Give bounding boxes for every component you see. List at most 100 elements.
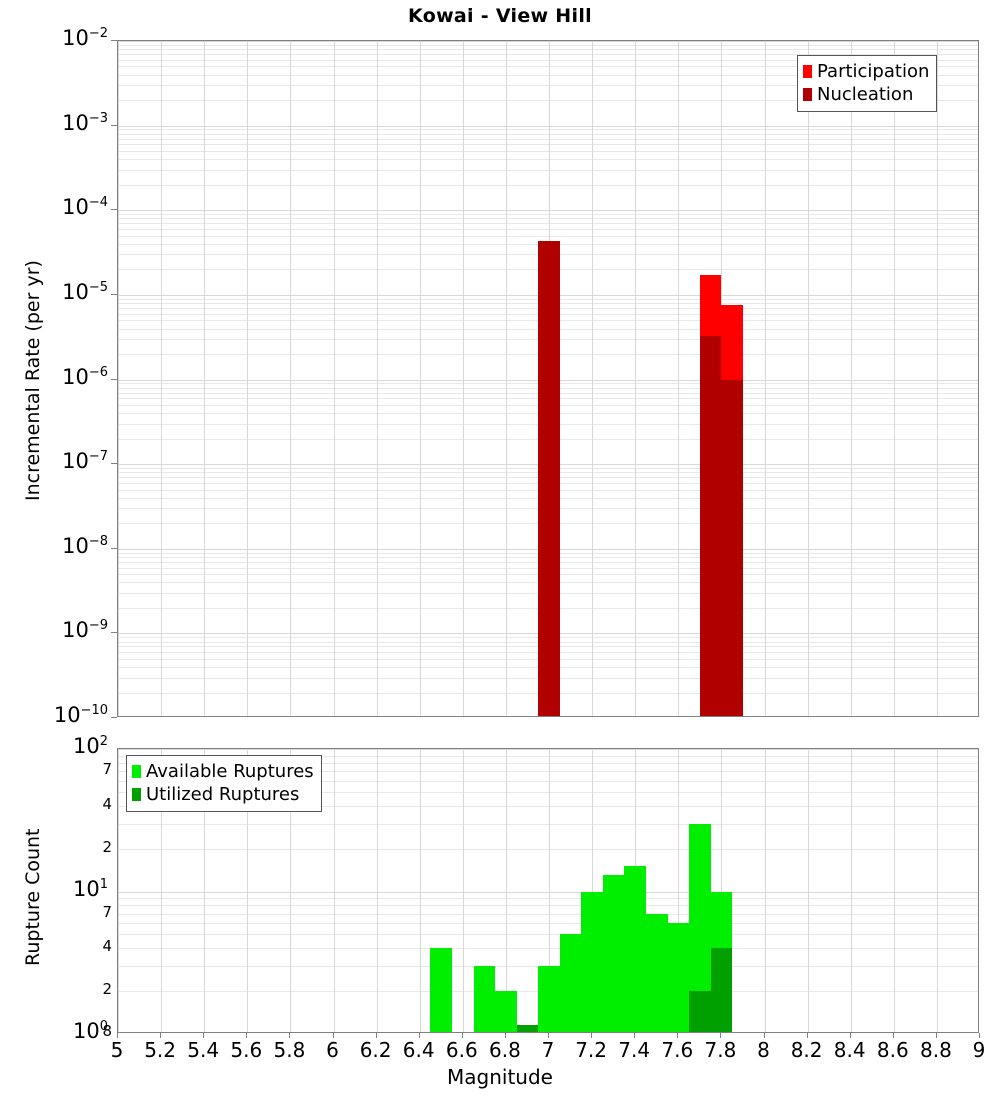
gridline-v: [419, 41, 421, 716]
legend-label-available-ruptures: Available Ruptures: [146, 760, 314, 782]
gridline-h: [118, 210, 978, 212]
y-tick-label-bottom-minor: 7: [102, 760, 112, 779]
x-tick-mark: [504, 1033, 506, 1038]
bar-available-ruptures: [495, 991, 517, 1032]
y-tick-label-bottom-minor: 7: [102, 902, 112, 921]
gridline-v: [118, 749, 119, 1032]
gridline-v: [936, 749, 938, 1032]
gridline-h-minor: [118, 898, 978, 900]
gridline-v: [290, 749, 292, 1032]
gridline-v: [118, 41, 119, 716]
x-tick-label: 7: [541, 1038, 555, 1062]
gridline-h-minor: [118, 223, 978, 225]
bar-available-ruptures: [430, 948, 453, 1032]
legend-label-utilized-ruptures: Utilized Ruptures: [146, 783, 300, 805]
bar-available-ruptures: [473, 966, 496, 1032]
gridline-h-minor: [118, 229, 978, 231]
gridline-h-minor: [118, 59, 978, 61]
gridline-h-minor: [118, 169, 978, 171]
gridline-h-minor: [118, 151, 978, 153]
y-tick-label-bottom-minor: 2: [102, 837, 112, 856]
legend-item-available-ruptures: Available Ruptures: [132, 760, 314, 783]
gridline-h-minor: [118, 823, 978, 825]
gridline-h-minor: [118, 144, 978, 146]
legend-rupture-count: Available Ruptures Utilized Ruptures: [126, 755, 322, 812]
utilized-ruptures-swatch: [132, 788, 141, 801]
gridline-h-minor: [118, 235, 978, 237]
x-tick-label: 6.6: [445, 1038, 478, 1062]
gridline-v: [505, 749, 507, 1032]
x-tick-mark: [461, 1033, 463, 1038]
gridline-v: [376, 41, 378, 716]
x-tick-mark: [375, 1033, 377, 1038]
gridline-v: [635, 41, 637, 716]
x-tick-label: 7.2: [575, 1038, 607, 1062]
bar-available-ruptures: [538, 966, 560, 1032]
y-tick-mark: [111, 40, 117, 41]
gridline-v: [893, 749, 895, 1032]
gridline-h-minor: [118, 66, 978, 68]
bar-available-ruptures: [602, 875, 625, 1032]
bar-nucleation: [538, 241, 560, 716]
legend-incremental-rate: Participation Nucleation: [797, 55, 938, 112]
gridline-h-minor: [118, 159, 978, 161]
x-tick-label: 5.4: [187, 1038, 220, 1062]
gridline-h: [118, 891, 978, 893]
bar-available-ruptures: [689, 823, 711, 1032]
y-tick-mark: [111, 378, 117, 380]
x-tick-mark: [591, 1033, 593, 1038]
x-tick-label: 8.8: [919, 1038, 952, 1062]
x-tick-mark: [677, 1033, 679, 1038]
bar-available-ruptures: [559, 934, 582, 1032]
bar-available-ruptures: [645, 913, 668, 1032]
gridline-v: [678, 749, 680, 1032]
x-tick-label: 8.6: [876, 1038, 909, 1062]
gridline-v: [592, 749, 594, 1032]
gridline-h-minor: [118, 771, 978, 773]
gridline-h-minor: [118, 85, 978, 87]
x-tick-mark: [763, 1033, 765, 1038]
bar-available-ruptures: [667, 923, 690, 1032]
gridline-h-minor: [118, 44, 978, 46]
y-tick-mark: [111, 717, 117, 718]
x-tick-label: 6: [326, 1038, 339, 1062]
gridline-v: [592, 41, 594, 716]
gridline-v: [333, 749, 335, 1032]
gridline-v: [204, 749, 206, 1032]
y-tick-label-top: 10−9: [62, 618, 108, 643]
gridline-v: [247, 41, 249, 716]
gridline-h-minor: [118, 49, 978, 51]
x-tick-mark: [246, 1033, 248, 1038]
bar-available-ruptures: [624, 866, 646, 1032]
x-tick-mark: [289, 1033, 291, 1038]
y-tick-label-top: 10−7: [62, 449, 108, 474]
gridline-h-minor: [118, 74, 978, 76]
participation-swatch: [803, 65, 812, 78]
gridline-h: [118, 749, 978, 750]
gridline-h-minor: [118, 129, 978, 131]
x-tick-label: 7.4: [618, 1038, 651, 1062]
gridline-v: [204, 41, 206, 716]
y-tick-label-bottom-minor: 2: [102, 980, 112, 999]
x-axis-title: Magnitude: [447, 1065, 553, 1089]
y-tick-mark: [111, 547, 117, 549]
gridline-v: [549, 749, 550, 1032]
incremental-rate-plot-area: [117, 40, 979, 717]
x-tick-label: 6.2: [359, 1038, 392, 1062]
gridline-h: [118, 41, 978, 42]
gridline-h-minor: [118, 755, 978, 757]
gridline-v: [505, 41, 507, 716]
x-tick-mark: [806, 1033, 808, 1038]
gridline-v: [333, 41, 335, 716]
x-tick-mark: [979, 1033, 980, 1038]
y-tick-mark: [111, 209, 117, 211]
nucleation-swatch: [803, 88, 812, 101]
x-tick-label: 8: [757, 1038, 770, 1062]
bar-utilized-ruptures: [516, 1025, 539, 1032]
y-tick-label-bottom: 100: [72, 1019, 108, 1043]
gridline-h-minor: [118, 184, 978, 186]
gridline-h-minor: [118, 54, 978, 56]
gridline-v: [807, 41, 809, 716]
x-tick-mark: [548, 1033, 549, 1038]
